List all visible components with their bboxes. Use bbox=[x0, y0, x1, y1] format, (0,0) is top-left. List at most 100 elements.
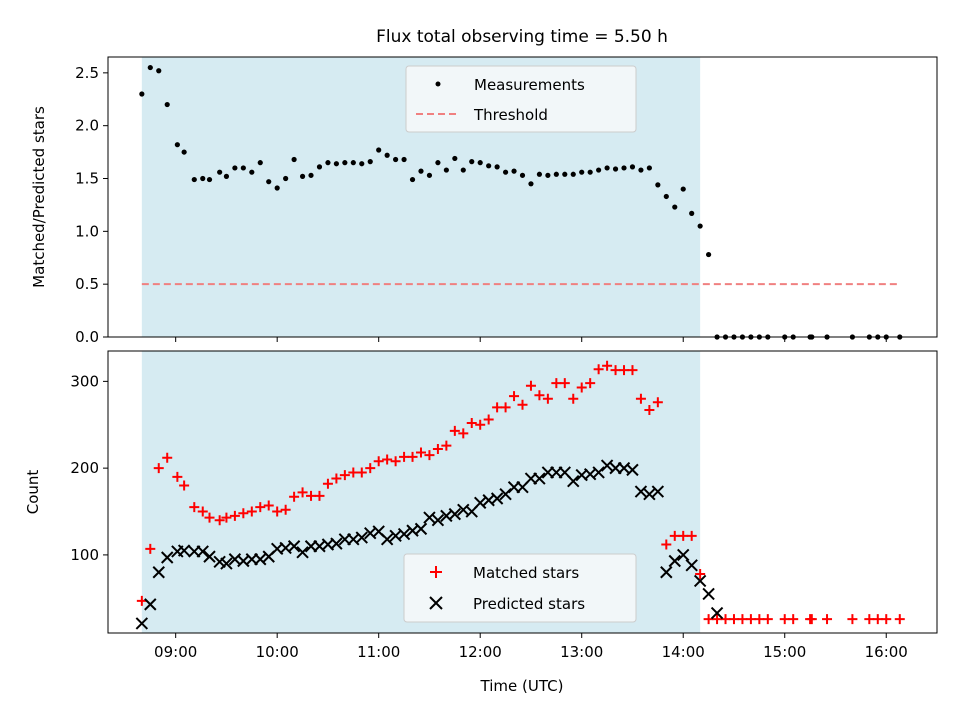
predicted-star-point bbox=[177, 544, 191, 557]
matched-star-point bbox=[712, 614, 723, 625]
top-y-tick-label: 0.0 bbox=[75, 328, 99, 346]
measurement-point bbox=[316, 164, 323, 170]
matched-star-point bbox=[864, 614, 875, 625]
matched-star-point bbox=[280, 504, 291, 515]
predicted-star-point bbox=[287, 540, 301, 553]
matched-star-point bbox=[373, 456, 384, 467]
matched-star-point bbox=[356, 467, 367, 478]
top-y-tick-label: 2.0 bbox=[75, 117, 99, 135]
predicted-star-point bbox=[414, 522, 428, 536]
legend-predicted-marker bbox=[429, 596, 443, 610]
matched-star-point bbox=[238, 508, 249, 519]
measurement-point bbox=[612, 166, 619, 172]
matched-star-point bbox=[179, 480, 190, 491]
predicted-star-point bbox=[668, 554, 681, 568]
predicted-star-point bbox=[473, 496, 487, 510]
matched-star-point bbox=[806, 614, 817, 625]
matched-star-point bbox=[745, 614, 756, 625]
predicted-star-point bbox=[380, 533, 394, 546]
measurement-point bbox=[308, 172, 314, 178]
measurement-point bbox=[147, 64, 153, 71]
top-axes-frame bbox=[107, 56, 938, 338]
chart-title: Flux total observing time = 5.50 h bbox=[376, 27, 668, 47]
measurement-point bbox=[460, 167, 466, 173]
bottom-points-layer bbox=[135, 360, 905, 630]
matched-star-point bbox=[382, 454, 393, 465]
measurement-point bbox=[342, 160, 348, 166]
predicted-star-point bbox=[677, 548, 690, 562]
measurement-point bbox=[579, 169, 585, 175]
matched-star-point bbox=[153, 463, 164, 474]
top-panel: 0.0 0.5 1.0 1.5 2.0 2.5 Matched/Predicted sta… bbox=[30, 56, 938, 346]
measurement-point bbox=[646, 165, 652, 171]
bottom-panel: 100 200 300 09:00 10:00 11:00 12:00 13:00 14:00 1… bbox=[24, 350, 938, 695]
matched-star-point bbox=[661, 539, 672, 550]
matched-star-point bbox=[246, 506, 257, 517]
predicted-star-point bbox=[448, 507, 462, 521]
measurement-point bbox=[418, 168, 424, 174]
matched-star-point bbox=[737, 614, 748, 625]
measurement-point bbox=[274, 185, 280, 191]
matched-star-point bbox=[695, 568, 706, 579]
predicted-star-point bbox=[710, 606, 724, 620]
matched-star-point bbox=[306, 490, 317, 501]
measurement-point bbox=[697, 223, 703, 229]
matched-star-point bbox=[289, 491, 300, 502]
measurement-point bbox=[223, 173, 230, 179]
measurement-point bbox=[206, 176, 213, 183]
legend-matched-label: Matched stars bbox=[473, 564, 579, 582]
matched-star-point bbox=[635, 393, 646, 404]
predicted-star-point bbox=[423, 511, 436, 524]
measurement-point bbox=[200, 175, 206, 182]
measurement-point bbox=[249, 169, 255, 175]
matched-star-point bbox=[559, 378, 570, 389]
measurement-point bbox=[621, 165, 627, 171]
measurement-point bbox=[494, 164, 500, 170]
measurement-point bbox=[443, 167, 449, 173]
measurement-point bbox=[409, 176, 416, 183]
measurement-point bbox=[519, 172, 526, 178]
measurement-point bbox=[325, 160, 331, 166]
measurement-point bbox=[426, 172, 433, 178]
predicted-star-point bbox=[220, 557, 233, 570]
matched-star-point bbox=[728, 614, 739, 625]
measurement-point bbox=[164, 101, 170, 108]
matched-star-point bbox=[610, 365, 621, 376]
matched-star-point bbox=[475, 419, 486, 430]
matched-star-point bbox=[221, 512, 232, 523]
measurement-point bbox=[486, 163, 492, 169]
predicted-star-point bbox=[161, 551, 174, 564]
predicted-star-point bbox=[643, 487, 656, 501]
matched-star-point bbox=[872, 614, 883, 625]
measurement-point bbox=[672, 204, 678, 210]
bottom-legend-box bbox=[403, 553, 637, 623]
matched-star-point bbox=[619, 365, 630, 376]
top-ticks-layer: 0.0 0.5 1.0 1.5 2.0 2.5 bbox=[75, 64, 887, 346]
x-tick-label: 14:00 bbox=[662, 643, 705, 661]
predicted-star-point bbox=[254, 553, 267, 566]
matched-star-point bbox=[568, 393, 579, 404]
measurement-point bbox=[689, 210, 695, 216]
measurement-point bbox=[266, 179, 272, 185]
measurement-point bbox=[469, 159, 475, 165]
matched-star-point bbox=[500, 402, 511, 413]
matched-star-point bbox=[703, 614, 714, 625]
predicted-star-point bbox=[626, 463, 639, 477]
predicted-star-point bbox=[330, 537, 343, 550]
top-legend: Measurements Threshold bbox=[405, 65, 637, 133]
measurement-point bbox=[359, 161, 365, 167]
matched-star-point bbox=[593, 364, 604, 375]
measurement-point bbox=[156, 68, 162, 74]
measurement-point bbox=[570, 171, 576, 177]
bottom-axes-frame bbox=[107, 350, 938, 634]
matched-star-point bbox=[297, 487, 308, 498]
predicted-star-point bbox=[651, 485, 665, 498]
predicted-star-point bbox=[702, 587, 715, 601]
measurement-point bbox=[587, 169, 593, 175]
matched-star-point bbox=[204, 512, 215, 523]
predicted-star-point bbox=[660, 566, 673, 579]
measurement-point bbox=[502, 169, 509, 175]
legend-threshold-label: Threshold bbox=[473, 106, 548, 124]
top-y-tick-label: 0.5 bbox=[75, 275, 99, 293]
matched-star-point bbox=[365, 463, 376, 474]
